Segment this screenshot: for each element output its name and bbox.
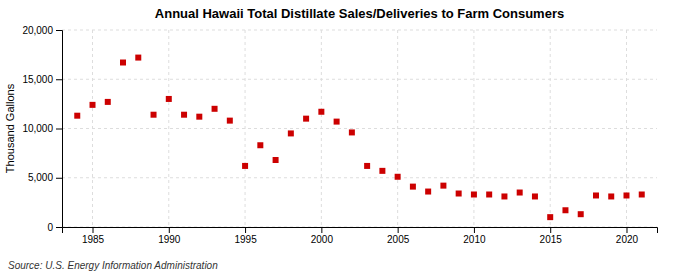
x-tick-label: 2000 bbox=[311, 234, 334, 245]
y-tick-mark bbox=[56, 129, 62, 130]
x-tick: 2000 bbox=[311, 227, 334, 245]
point bbox=[273, 157, 279, 163]
x-tick-mark bbox=[93, 227, 94, 233]
point bbox=[501, 193, 507, 199]
source-note: Source: U.S. Energy Information Administ… bbox=[8, 260, 218, 271]
x-tick-label: 2020 bbox=[616, 234, 639, 245]
y-tick: 20,000 bbox=[22, 25, 62, 36]
y-axis: 0 5,000 10,000 15,000 20,000 bbox=[22, 25, 62, 233]
point bbox=[517, 190, 523, 196]
point bbox=[623, 192, 629, 198]
y-tick: 5,000 bbox=[28, 172, 62, 183]
point bbox=[90, 102, 96, 108]
point bbox=[242, 163, 248, 169]
x-tick-label: 1995 bbox=[234, 234, 257, 245]
x-tick: 1995 bbox=[234, 227, 257, 245]
y-tick-label: 10,000 bbox=[22, 123, 53, 134]
point bbox=[410, 184, 416, 190]
y-tick: 15,000 bbox=[22, 74, 62, 85]
point bbox=[425, 189, 431, 195]
point bbox=[639, 191, 645, 197]
point bbox=[532, 193, 538, 199]
point bbox=[486, 191, 492, 197]
grid-line-x bbox=[245, 30, 246, 227]
point bbox=[349, 129, 355, 135]
x-tick-mark bbox=[169, 227, 170, 233]
point bbox=[379, 168, 385, 174]
x-tick-mark bbox=[550, 227, 551, 233]
point bbox=[135, 55, 141, 61]
x-tick-label: 1985 bbox=[82, 234, 105, 245]
point bbox=[578, 211, 584, 217]
grid-line-x bbox=[397, 30, 398, 227]
y-tick-mark bbox=[56, 30, 62, 31]
x-tick: 1990 bbox=[158, 227, 181, 245]
point bbox=[334, 119, 340, 125]
x-tick-label: 2010 bbox=[463, 234, 486, 245]
x-tick: 2015 bbox=[540, 227, 563, 245]
point bbox=[440, 183, 446, 189]
point bbox=[593, 192, 599, 198]
point bbox=[303, 116, 309, 122]
y-tick-mark bbox=[56, 178, 62, 179]
grid-line-x bbox=[321, 30, 322, 227]
point bbox=[227, 118, 233, 124]
y-tick-label: 20,000 bbox=[22, 25, 53, 36]
x-tick-mark bbox=[474, 227, 475, 233]
x-tick-mark bbox=[398, 227, 399, 233]
grid-line-x bbox=[92, 30, 93, 227]
x-tick-mark bbox=[626, 227, 627, 233]
point bbox=[288, 130, 294, 136]
x-tick-label: 1990 bbox=[158, 234, 181, 245]
point bbox=[196, 114, 202, 120]
points bbox=[74, 55, 644, 221]
grid-line-y bbox=[62, 30, 657, 31]
point bbox=[74, 113, 80, 119]
point bbox=[151, 112, 157, 118]
x-tick-mark bbox=[245, 227, 246, 233]
x-tick: 1985 bbox=[82, 227, 105, 245]
y-tick: 10,000 bbox=[22, 123, 62, 134]
y-tick-mark bbox=[56, 227, 62, 228]
x-tick: 2005 bbox=[387, 227, 410, 245]
point bbox=[364, 163, 370, 169]
point bbox=[257, 142, 263, 148]
point bbox=[120, 60, 126, 66]
point bbox=[181, 112, 187, 118]
point bbox=[105, 99, 111, 105]
point bbox=[166, 96, 172, 102]
y-tick-label: 0 bbox=[47, 222, 53, 233]
y-tick-mark bbox=[56, 79, 62, 80]
x-tick-label: 2005 bbox=[387, 234, 410, 245]
point bbox=[318, 109, 324, 115]
point bbox=[562, 207, 568, 213]
grid-line-x bbox=[550, 30, 551, 227]
y-tick-label: 5,000 bbox=[28, 172, 53, 183]
point bbox=[608, 193, 614, 199]
grid-line-y bbox=[62, 177, 657, 178]
x-tick-label: 2015 bbox=[540, 234, 563, 245]
x-tick: 2020 bbox=[616, 227, 639, 245]
grid-line-y bbox=[62, 128, 657, 129]
x-axis-line bbox=[63, 228, 658, 234]
point bbox=[547, 214, 553, 220]
point bbox=[471, 191, 477, 197]
x-axis: 1985 1990 1995 2000 2005 2010 2015 2020 bbox=[63, 227, 658, 245]
point bbox=[212, 106, 218, 112]
chart-svg: 1985 1990 1995 2000 2005 2010 2015 2020 0 5,000 10… bbox=[0, 0, 675, 275]
y-tick-label: 15,000 bbox=[22, 74, 53, 85]
grid-line-y bbox=[62, 79, 657, 80]
grid bbox=[62, 30, 657, 227]
plot-area: 1985 1990 1995 2000 2005 2010 2015 2020 0 5,000 10… bbox=[22, 25, 657, 245]
y-axis-title: Thousand Gallons bbox=[4, 83, 16, 173]
y-axis-line bbox=[56, 31, 63, 228]
title: Annual Hawaii Total Distillate Sales/Del… bbox=[155, 6, 564, 21]
grid-line-x bbox=[168, 30, 169, 227]
point bbox=[395, 174, 401, 180]
x-tick-mark bbox=[321, 227, 322, 233]
y-tick: 0 bbox=[47, 222, 62, 233]
chart-container: 1985 1990 1995 2000 2005 2010 2015 2020 0 5,000 10… bbox=[0, 0, 675, 275]
x-tick: 2010 bbox=[463, 227, 486, 245]
point bbox=[456, 191, 462, 197]
